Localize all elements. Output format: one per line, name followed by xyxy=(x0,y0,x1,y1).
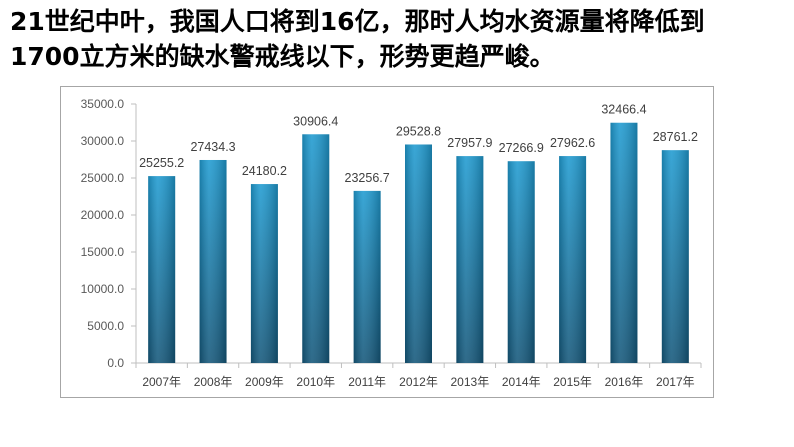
y-tick-label: 5000.0 xyxy=(87,319,124,333)
x-tick-label: 2012年 xyxy=(399,375,438,389)
y-tick-label: 0.0 xyxy=(107,356,124,370)
x-tick-label: 2010年 xyxy=(296,375,335,389)
bar-shade xyxy=(456,156,484,363)
bar-shade xyxy=(610,122,638,363)
headline-line-2: 1700立方米的缺水警戒线以下，形势更趋严峻。 xyxy=(10,42,555,71)
bar-chart: 0.0 5000.0 10000.0 15000.0 20000.0 25000.0 300… xyxy=(81,97,702,389)
x-tick-label: 2007年 xyxy=(142,375,181,389)
bar-shade xyxy=(250,184,278,363)
bar-shade xyxy=(353,190,381,363)
data-label: 32466.4 xyxy=(601,103,646,117)
y-tick-label: 15000.0 xyxy=(81,245,125,259)
data-label: 25255.2 xyxy=(139,156,184,170)
x-tick-label: 2013年 xyxy=(451,375,490,389)
bar-shade xyxy=(507,161,535,363)
data-label: 24180.2 xyxy=(242,164,287,178)
data-label: 27434.3 xyxy=(190,140,235,154)
x-tick-label: 2014年 xyxy=(502,375,541,389)
bar-shade xyxy=(148,176,176,363)
y-tick-label: 25000.0 xyxy=(81,171,125,185)
headline: 21世纪中叶，我国人口将到16亿，那时人均水资源量将降低到 1700立方米的缺水… xyxy=(10,4,790,74)
x-tick-label: 2008年 xyxy=(194,375,233,389)
data-label: 28761.2 xyxy=(653,130,698,144)
bar-shade xyxy=(302,134,330,363)
y-axis: 0.0 5000.0 10000.0 15000.0 20000.0 25000.0 300… xyxy=(81,97,137,370)
data-label: 27962.6 xyxy=(550,136,595,150)
x-tick-label: 2016年 xyxy=(605,375,644,389)
bar-shade xyxy=(661,150,689,363)
headline-line-1: 21世纪中叶，我国人口将到16亿，那时人均水资源量将降低到 xyxy=(10,7,705,36)
y-tick-label: 35000.0 xyxy=(81,97,125,111)
x-tick-label: 2015年 xyxy=(553,375,592,389)
data-labels: 25255.2 27434.3 24180.2 30906.4 23256.7 29528… xyxy=(139,103,698,185)
y-tick-label: 30000.0 xyxy=(81,134,125,148)
data-label: 23256.7 xyxy=(345,171,390,185)
y-tick-label: 10000.0 xyxy=(81,282,125,296)
data-label: 30906.4 xyxy=(293,114,338,128)
x-tick-label: 2009年 xyxy=(245,375,284,389)
x-tick-label: 2017年 xyxy=(656,375,695,389)
bar-shade xyxy=(405,144,432,363)
x-axis: 2007年 2008年 2009年 2010年 2011年 2012年 2013年 2014年… xyxy=(135,362,702,389)
bar-shade xyxy=(199,159,227,363)
x-tick-label: 2011年 xyxy=(348,375,386,389)
bars xyxy=(148,122,689,363)
y-tick-label: 20000.0 xyxy=(81,208,125,222)
chart-frame: 0.0 5000.0 10000.0 15000.0 20000.0 25000.0 300… xyxy=(60,86,714,398)
bar-shade xyxy=(559,156,587,363)
data-label: 29528.8 xyxy=(396,124,441,138)
data-label: 27957.9 xyxy=(447,136,492,150)
data-label: 27266.9 xyxy=(499,141,544,155)
